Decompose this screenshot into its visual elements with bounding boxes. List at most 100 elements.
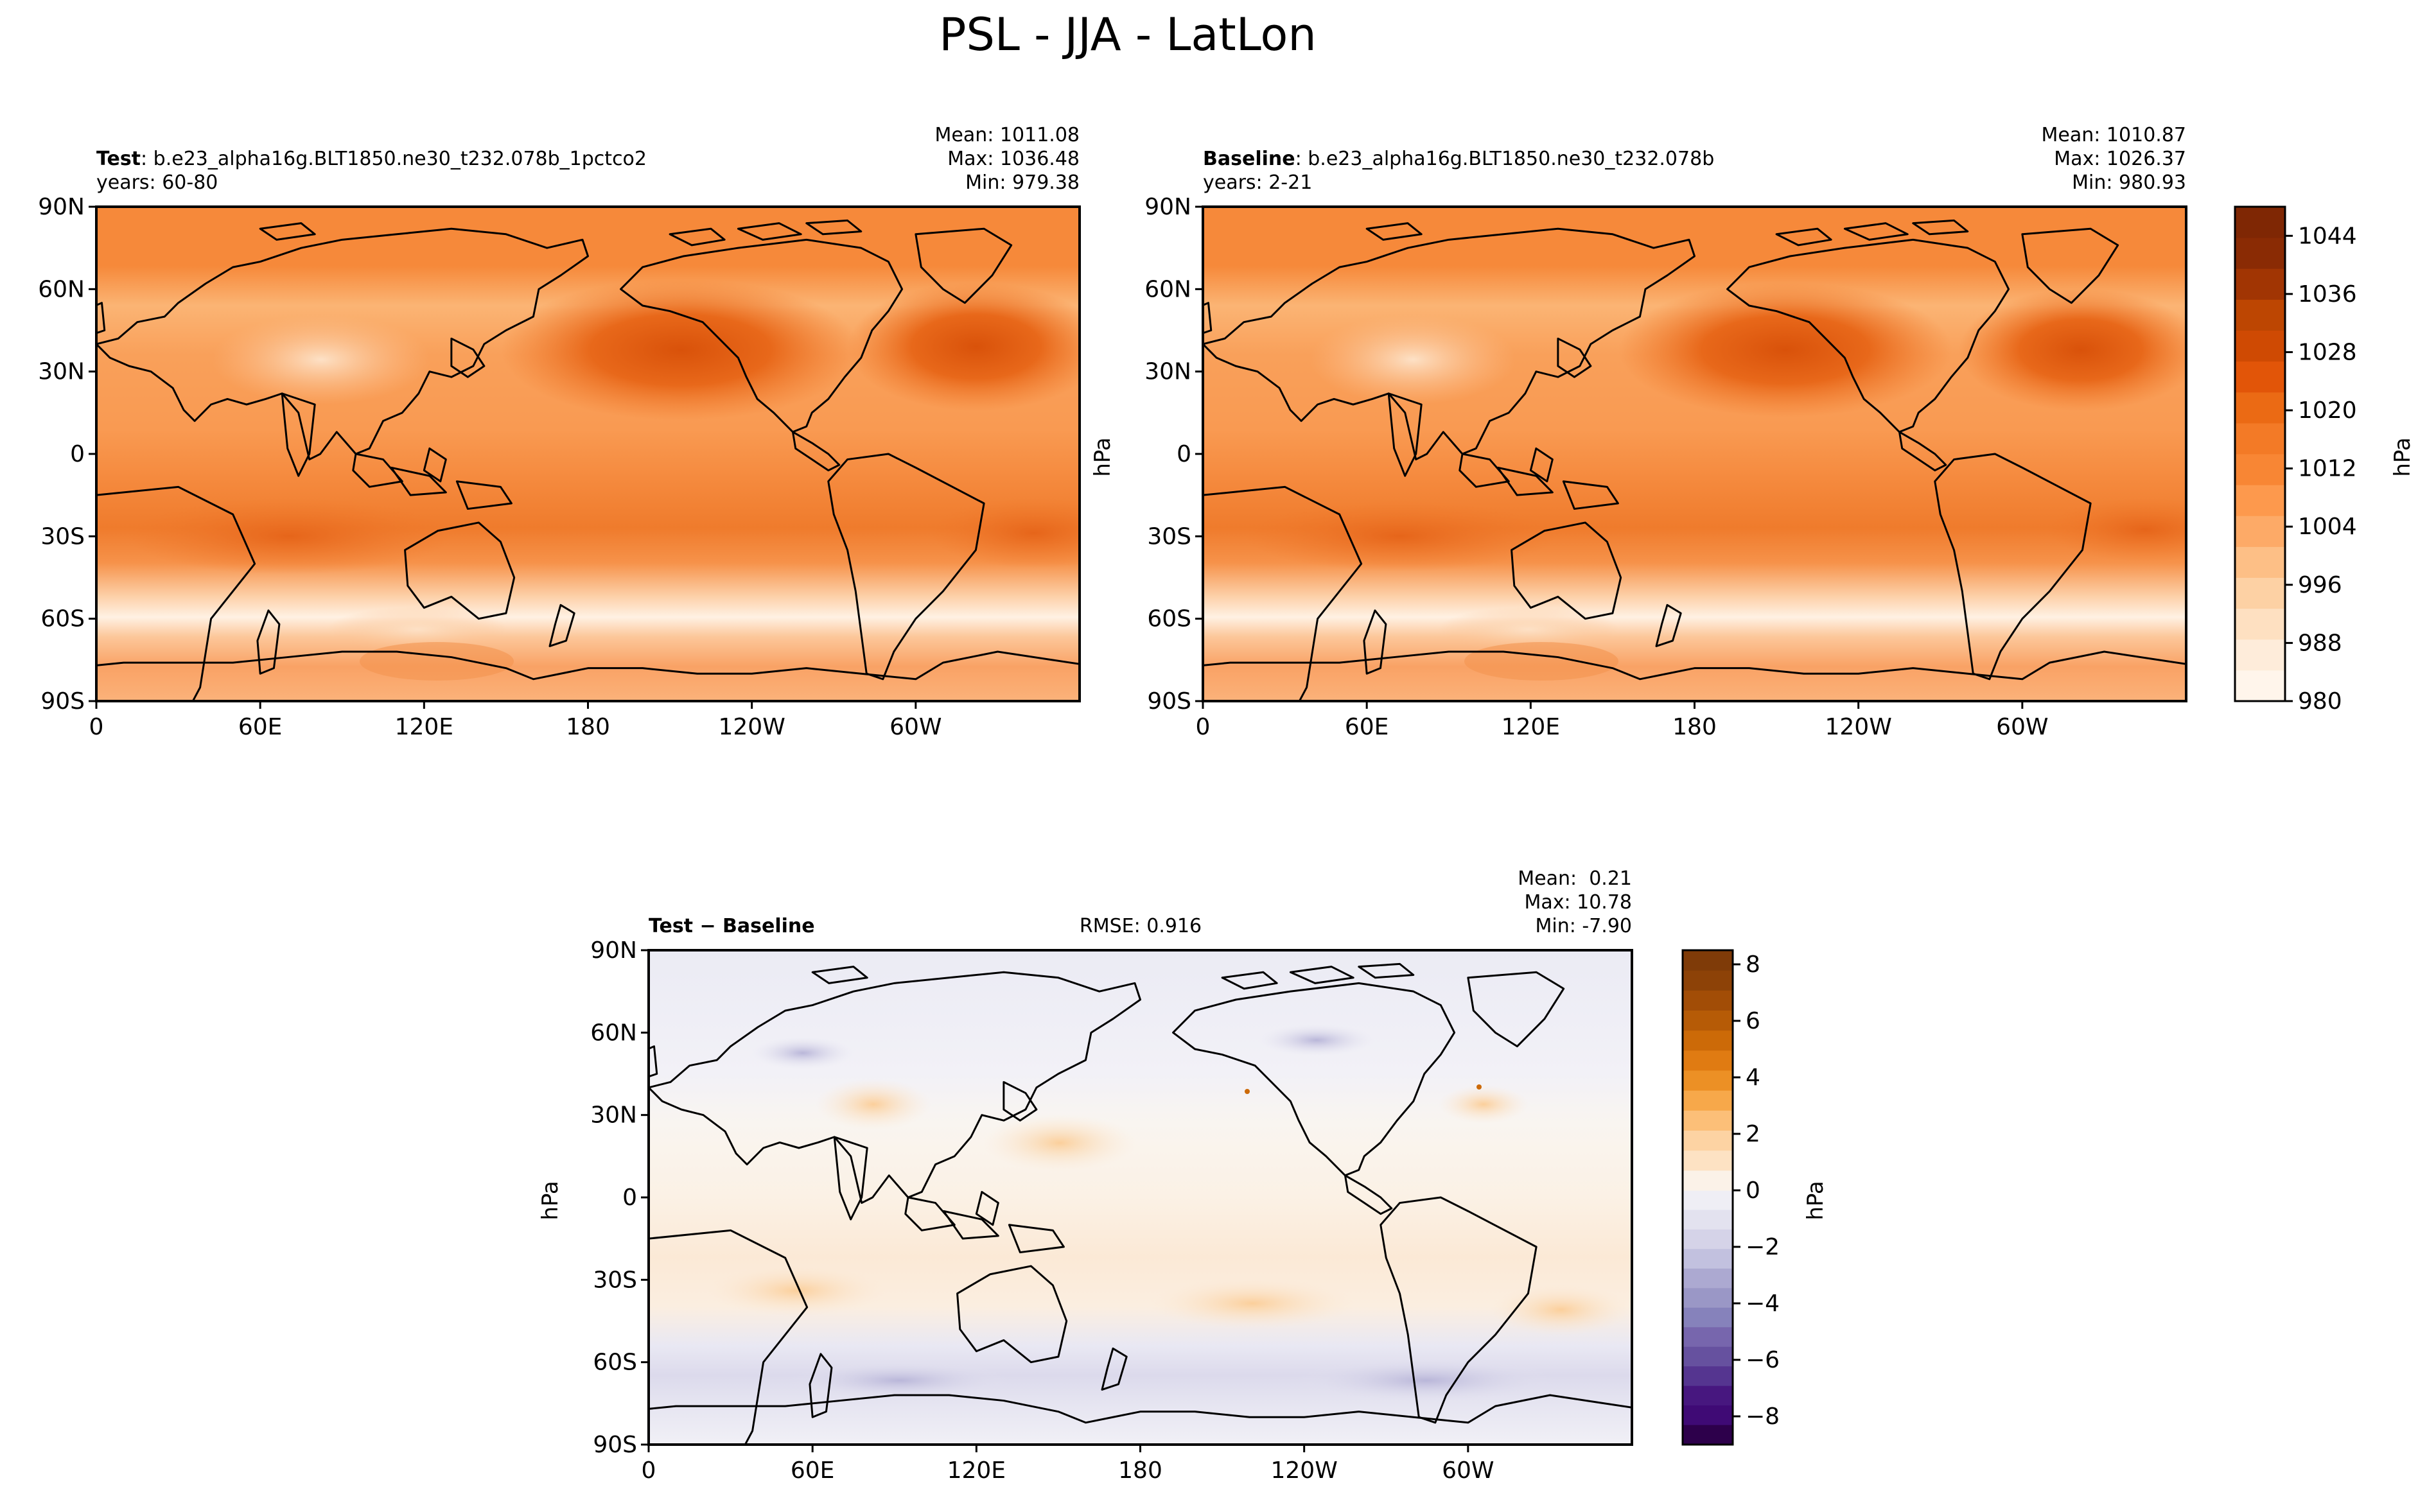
test-ytick-label: 90S (40, 688, 85, 715)
cbar-diff-swatch (1683, 1268, 1733, 1289)
baseline-min: Min: 980.93 (2072, 171, 2186, 194)
cbar-diff-swatch (1683, 970, 1733, 991)
test-xtick-label: 180 (566, 714, 610, 740)
diff-mean: Mean: 0.21 (1518, 867, 1632, 890)
diff-ytick-label: 30S (593, 1267, 637, 1293)
cbar-diff-swatch (1683, 1307, 1733, 1328)
ylabel-diff-hpa: hPa (538, 1181, 563, 1220)
diff-ytick-label: 60N (590, 1020, 637, 1046)
diff-panel: Mean: 0.21 Max: 10.78 Min: -7.90 Test − … (590, 867, 1633, 1484)
cbar-diff-swatch (1683, 1249, 1733, 1269)
diff-xtick-label: 60W (1442, 1457, 1494, 1484)
cbar-main-swatch (2235, 454, 2285, 485)
cbar-main-swatch (2235, 299, 2285, 331)
cbar-main-tick-label: 980 (2298, 688, 2342, 715)
cbar-diff-swatch (1683, 1170, 1733, 1191)
test-mean: Mean: 1011.08 (935, 124, 1080, 146)
cbar-diff-tick-label: 0 (1746, 1177, 1760, 1204)
cbar-diff-swatch (1683, 1229, 1733, 1249)
cbar-main-tick-label: 988 (2298, 630, 2342, 656)
test-map (96, 207, 1080, 701)
test-xtick-label: 120W (719, 714, 785, 740)
cbar-diff-tick-label: 6 (1746, 1008, 1760, 1034)
cbar-diff-swatch (1683, 1130, 1733, 1151)
cbar-diff-swatch (1683, 1010, 1733, 1031)
colorbar-main: 980 988 996 1004 1012 1020 1028 1036 1044 (2234, 205, 2357, 715)
cbar-main-swatch (2235, 330, 2285, 362)
baseline-xtick-label: 60E (1345, 714, 1389, 740)
test-panel: Mean: 1011.08 Max: 1036.48 Min: 979.38 T… (38, 124, 1081, 740)
cbar-diff-tick-label: 8 (1746, 952, 1760, 978)
cbar-diff-swatch (1683, 1070, 1733, 1091)
cbar-main-swatch (2235, 392, 2285, 424)
cbar-diff-swatch (1683, 950, 1733, 971)
cbar-diff-label: hPa (1803, 1181, 1828, 1220)
cbar-diff-frame (1681, 949, 1734, 1446)
cbar-main-tick-label: 996 (2298, 572, 2342, 598)
test-label: Test: b.e23_alpha16g.BLT1850.ne30_t232.0… (96, 148, 647, 170)
baseline-mean: Mean: 1010.87 (2042, 124, 2186, 146)
baseline-ytick-label: 90S (1147, 688, 1191, 715)
test-xtick-label: 0 (89, 714, 104, 740)
diff-max: Max: 10.78 (1524, 891, 1632, 914)
baseline-ytick-label: 0 (1177, 441, 1191, 467)
cbar-main-frame (2234, 205, 2286, 702)
cbar-main-swatch (2235, 238, 2285, 269)
cbar-diff-swatch (1683, 1327, 1733, 1348)
cbar-diff-tick-label: −4 (1746, 1290, 1780, 1317)
baseline-ytick-label: 30S (1147, 523, 1191, 550)
baseline-map (1203, 207, 2186, 701)
cbar-diff-tick-label: 2 (1746, 1121, 1760, 1147)
diff-xtick-label: 0 (642, 1457, 656, 1484)
ylabel-left-hpa: hPa (1090, 437, 1116, 476)
colorbar-diff: −8 −6 −4 −2 0 2 4 6 8 (1681, 949, 1780, 1446)
cbar-main-swatch (2235, 207, 2285, 238)
cbar-main-tick-label: 1020 (2298, 397, 2357, 424)
baseline-label-case: : b.e23_alpha16g.BLT1850.ne30_t232.078b (1295, 148, 1715, 170)
baseline-xtick-label: 120W (1825, 714, 1892, 740)
test-ytick-label: 30N (38, 359, 85, 385)
test-ytick-label: 30S (40, 523, 85, 550)
cbar-diff-swatch (1683, 1346, 1733, 1367)
test-xtick-label: 60W (889, 714, 942, 740)
diff-xtick-label: 120W (1271, 1457, 1338, 1484)
test-label-case: : b.e23_alpha16g.BLT1850.ne30_t232.078b_… (141, 148, 647, 170)
cbar-main-swatch (2235, 268, 2285, 300)
baseline-xtick-label: 180 (1672, 714, 1717, 740)
cbar-diff-swatch (1683, 990, 1733, 1011)
cbar-main-swatch (2235, 422, 2285, 455)
baseline-ytick-label: 60N (1144, 276, 1191, 302)
cbar-main-tick-label: 1004 (2298, 514, 2357, 540)
cbar-diff-swatch (1683, 1190, 1733, 1210)
baseline-ytick-label: 60S (1147, 606, 1191, 632)
cbar-diff-swatch (1683, 1210, 1733, 1230)
cbar-diff-swatch (1683, 1288, 1733, 1308)
cbar-main-swatch (2235, 546, 2285, 578)
cbar-diff-swatch (1683, 1405, 1733, 1426)
cbar-main-swatch (2235, 577, 2285, 609)
diff-ytick-label: 90N (590, 937, 637, 964)
cbar-main-swatch (2235, 639, 2285, 671)
cbar-main-tick-label: 1028 (2298, 339, 2357, 365)
cbar-main-swatch (2235, 485, 2285, 516)
diff-xtick-label: 180 (1118, 1457, 1162, 1484)
cbar-main-swatch (2235, 670, 2285, 702)
diff-min: Min: -7.90 (1536, 915, 1633, 937)
baseline-xtick-label: 120E (1502, 714, 1560, 740)
test-xtick-label: 60E (238, 714, 283, 740)
baseline-ytick-label: 30N (1144, 359, 1191, 385)
baseline-label-bold: Baseline (1203, 148, 1295, 170)
figure-title: PSL - JJA - LatLon (939, 8, 1316, 61)
test-xtick-label: 120E (395, 714, 453, 740)
cbar-diff-swatch (1683, 1150, 1733, 1171)
diff-ytick-label: 90S (593, 1432, 637, 1458)
cbar-diff-tick-label: −6 (1746, 1347, 1780, 1373)
test-ytick-label: 60N (38, 276, 85, 302)
diff-xtick-label: 120E (947, 1457, 1006, 1484)
diff-ytick-label: 30N (590, 1102, 637, 1129)
cbar-main-tick-label: 1036 (2298, 281, 2357, 308)
baseline-ytick-label: 90N (1144, 194, 1191, 220)
cbar-main-swatch (2235, 516, 2285, 547)
test-max: Max: 1036.48 (947, 148, 1080, 170)
diff-rmse: RMSE: 0.916 (1080, 915, 1202, 937)
